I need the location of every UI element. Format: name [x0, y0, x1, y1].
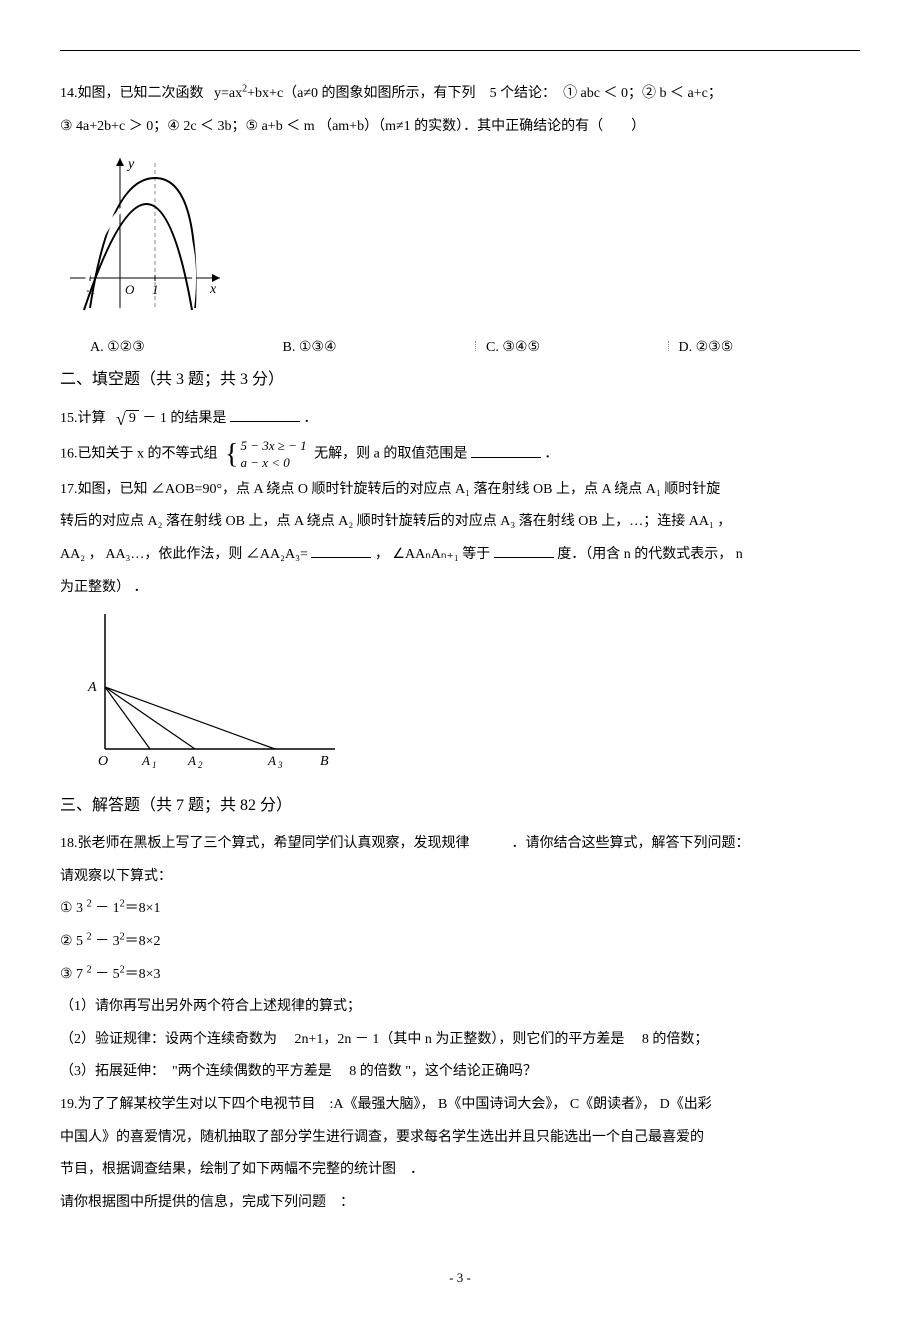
q14-optB: B. ①③④	[283, 335, 476, 362]
brace-lines: 5 − 3x ≥ − 1 a − x < 0	[240, 438, 306, 471]
q14-optA: A. ①②③	[90, 335, 283, 362]
q14-optC: C. ③④⑤	[486, 340, 540, 355]
q16-before: 16.已知关于 x 的不等式组	[60, 447, 218, 462]
q15-after: － 1 的结果是	[142, 411, 230, 426]
q18-p1: 18.张老师在黑板上写了三个算式，希望同学们认真观察，发现规律 ．请你结合这些算…	[60, 831, 860, 858]
q17-blank1	[311, 543, 371, 558]
q14-tick-1: 1	[152, 282, 159, 297]
q18-eq1c: ＝8×1	[125, 901, 161, 916]
q18-eq2: ② 5 2 － 32＝8×2	[60, 929, 860, 956]
q17-A3: A	[267, 753, 276, 768]
q14-figure: -1 O 1 x y	[60, 148, 860, 329]
q18-s3: （3）拓展延伸： "两个连续偶数的平方差是 8 的倍数 "，这个结论正确吗？	[60, 1059, 860, 1086]
q14-options: A. ①②③ B. ①③④ C. ③④⑤ D. ②③⑤	[90, 335, 860, 362]
q17-B: B	[320, 754, 329, 769]
page-number: - 3 -	[60, 1266, 860, 1291]
q18-eq1b: － 1	[92, 901, 120, 916]
q17-p3b: ， ∠AAₙAₙ₊₁ 等于	[375, 547, 494, 562]
q14-origin: O	[125, 282, 135, 297]
q18-eq3a: ③ 7	[60, 967, 87, 982]
q14-xlabel: x	[209, 282, 217, 297]
q18-eq3b: － 5	[92, 967, 120, 982]
q17-blank2	[494, 543, 554, 558]
q17-A1s: 1	[152, 760, 157, 770]
q16-period: ．	[544, 447, 558, 462]
q16-mid: 无解，则 a 的取值范围是	[314, 447, 471, 462]
q14-ylabel: y	[126, 157, 135, 172]
q17-A2: A	[187, 753, 196, 768]
q17-p3a: AA₂ ， AA₃…，依此作法，则 ∠AA₂A₃=	[60, 547, 308, 562]
q16-bot: a − x < 0	[240, 455, 306, 471]
q19-p4: 请你根据图中所提供的信息，完成下列问题 ：	[60, 1190, 860, 1217]
q17-p4: 为正整数） ．	[60, 575, 860, 602]
q14-l1-d: 5 个结论：	[490, 86, 557, 101]
q17-p1: 17.如图，已知 ∠AOB=90°，点 A 绕点 O 顺时针旋转后的对应点 A₁…	[60, 477, 860, 504]
q18-eq1a: ① 3	[60, 901, 87, 916]
section3-title: 三、解答题（共 7 题；共 82 分）	[60, 791, 860, 821]
q18-eq2b: － 3	[92, 934, 120, 949]
q17-O: O	[98, 754, 108, 769]
q14-l1-b: y=ax	[214, 86, 242, 101]
left-brace-icon: {	[225, 441, 238, 469]
q14-svg: -1 O 1 x y	[60, 148, 230, 318]
q18-eq2c: ＝8×2	[125, 934, 161, 949]
q16-top: 5 − 3x ≥ − 1	[240, 438, 306, 454]
q18-eq2a: ② 5	[60, 934, 87, 949]
q14-line1: 14.如图，已知二次函数 y=ax2+bx+c（a≠0 的图象如图所示，有下列 …	[60, 81, 860, 108]
q19-p2: 中国人》的喜爱情况，随机抽取了部分学生进行调查，要求每名学生选出并且只能选出一个…	[60, 1125, 860, 1152]
q15-period: ．	[303, 411, 317, 426]
q19-p1: 19.为了了解某校学生对以下四个电视节目 :A《最强大脑》， B《中国诗词大会》…	[60, 1092, 860, 1119]
q17-A3s: 3	[277, 760, 283, 770]
dotted-marker-icon	[475, 341, 482, 351]
q14-l1-a: 14.如图，已知二次函数	[60, 86, 204, 101]
q17-p2: 转后的对应点 A₂ 落在射线 OB 上，点 A 绕点 A₂ 顺时针旋转后的对应点…	[60, 509, 860, 536]
radical-sign: √	[116, 410, 126, 428]
brace-group: { 5 − 3x ≥ − 1 a − x < 0	[225, 438, 307, 471]
q18-p2: 请观察以下算式：	[60, 864, 860, 891]
q17-A: A	[87, 680, 97, 695]
q18-eq3c: ＝8×3	[125, 967, 161, 982]
q18-s1: （1）请你再写出另外两个符合上述规律的算式；	[60, 994, 860, 1021]
q18-eq1: ① 3 2 － 12＝8×1	[60, 896, 860, 923]
q16-blank	[471, 443, 541, 458]
q19-p3: 节目，根据调查结果，绘制了如下两幅不完整的统计图 ．	[60, 1157, 860, 1184]
q18-s2: （2）验证规律：设两个连续奇数为 2n+1，2n － 1（其中 n 为正整数），…	[60, 1027, 860, 1054]
q15-blank	[230, 407, 300, 422]
q17-figure: A O A 1 A 2 A 3 B	[60, 609, 860, 785]
q17-svg: A O A 1 A 2 A 3 B	[60, 609, 340, 774]
q15-before: 15.计算	[60, 411, 106, 426]
q17-p3c: 度．（用含 n 的代数式表示， n	[557, 547, 743, 562]
q14-line2: ③ 4a+2b+c ＞ 0；④ 2c ＜ 3b；⑤ a+b ＜ m （am+b）…	[60, 114, 860, 141]
q15: 15.计算 √ 9 － 1 的结果是 ．	[60, 406, 860, 433]
q14-l1-e: ① abc ＜ 0；② b ＜ a+c；	[563, 86, 722, 101]
q15-radicand: 9	[126, 410, 139, 427]
q17-A2s: 2	[198, 760, 203, 770]
top-rule	[60, 50, 860, 51]
q16: 16.已知关于 x 的不等式组 { 5 − 3x ≥ − 1 a − x < 0…	[60, 438, 860, 471]
q17-p3: AA₂ ， AA₃…，依此作法，则 ∠AA₂A₃= ， ∠AAₙAₙ₊₁ 等于 …	[60, 542, 860, 569]
dotted-marker-icon	[668, 341, 675, 351]
q18-eq3: ③ 7 2 － 52＝8×3	[60, 962, 860, 989]
q14-l1-c: +bx+c（a≠0 的图象如图所示，有下列	[247, 86, 475, 101]
section2-title: 二、填空题（共 3 题；共 3 分）	[60, 365, 860, 395]
q14-optD: D. ②③⑤	[679, 340, 734, 355]
sqrt-icon: √ 9	[116, 410, 139, 428]
q17-A1: A	[141, 753, 150, 768]
